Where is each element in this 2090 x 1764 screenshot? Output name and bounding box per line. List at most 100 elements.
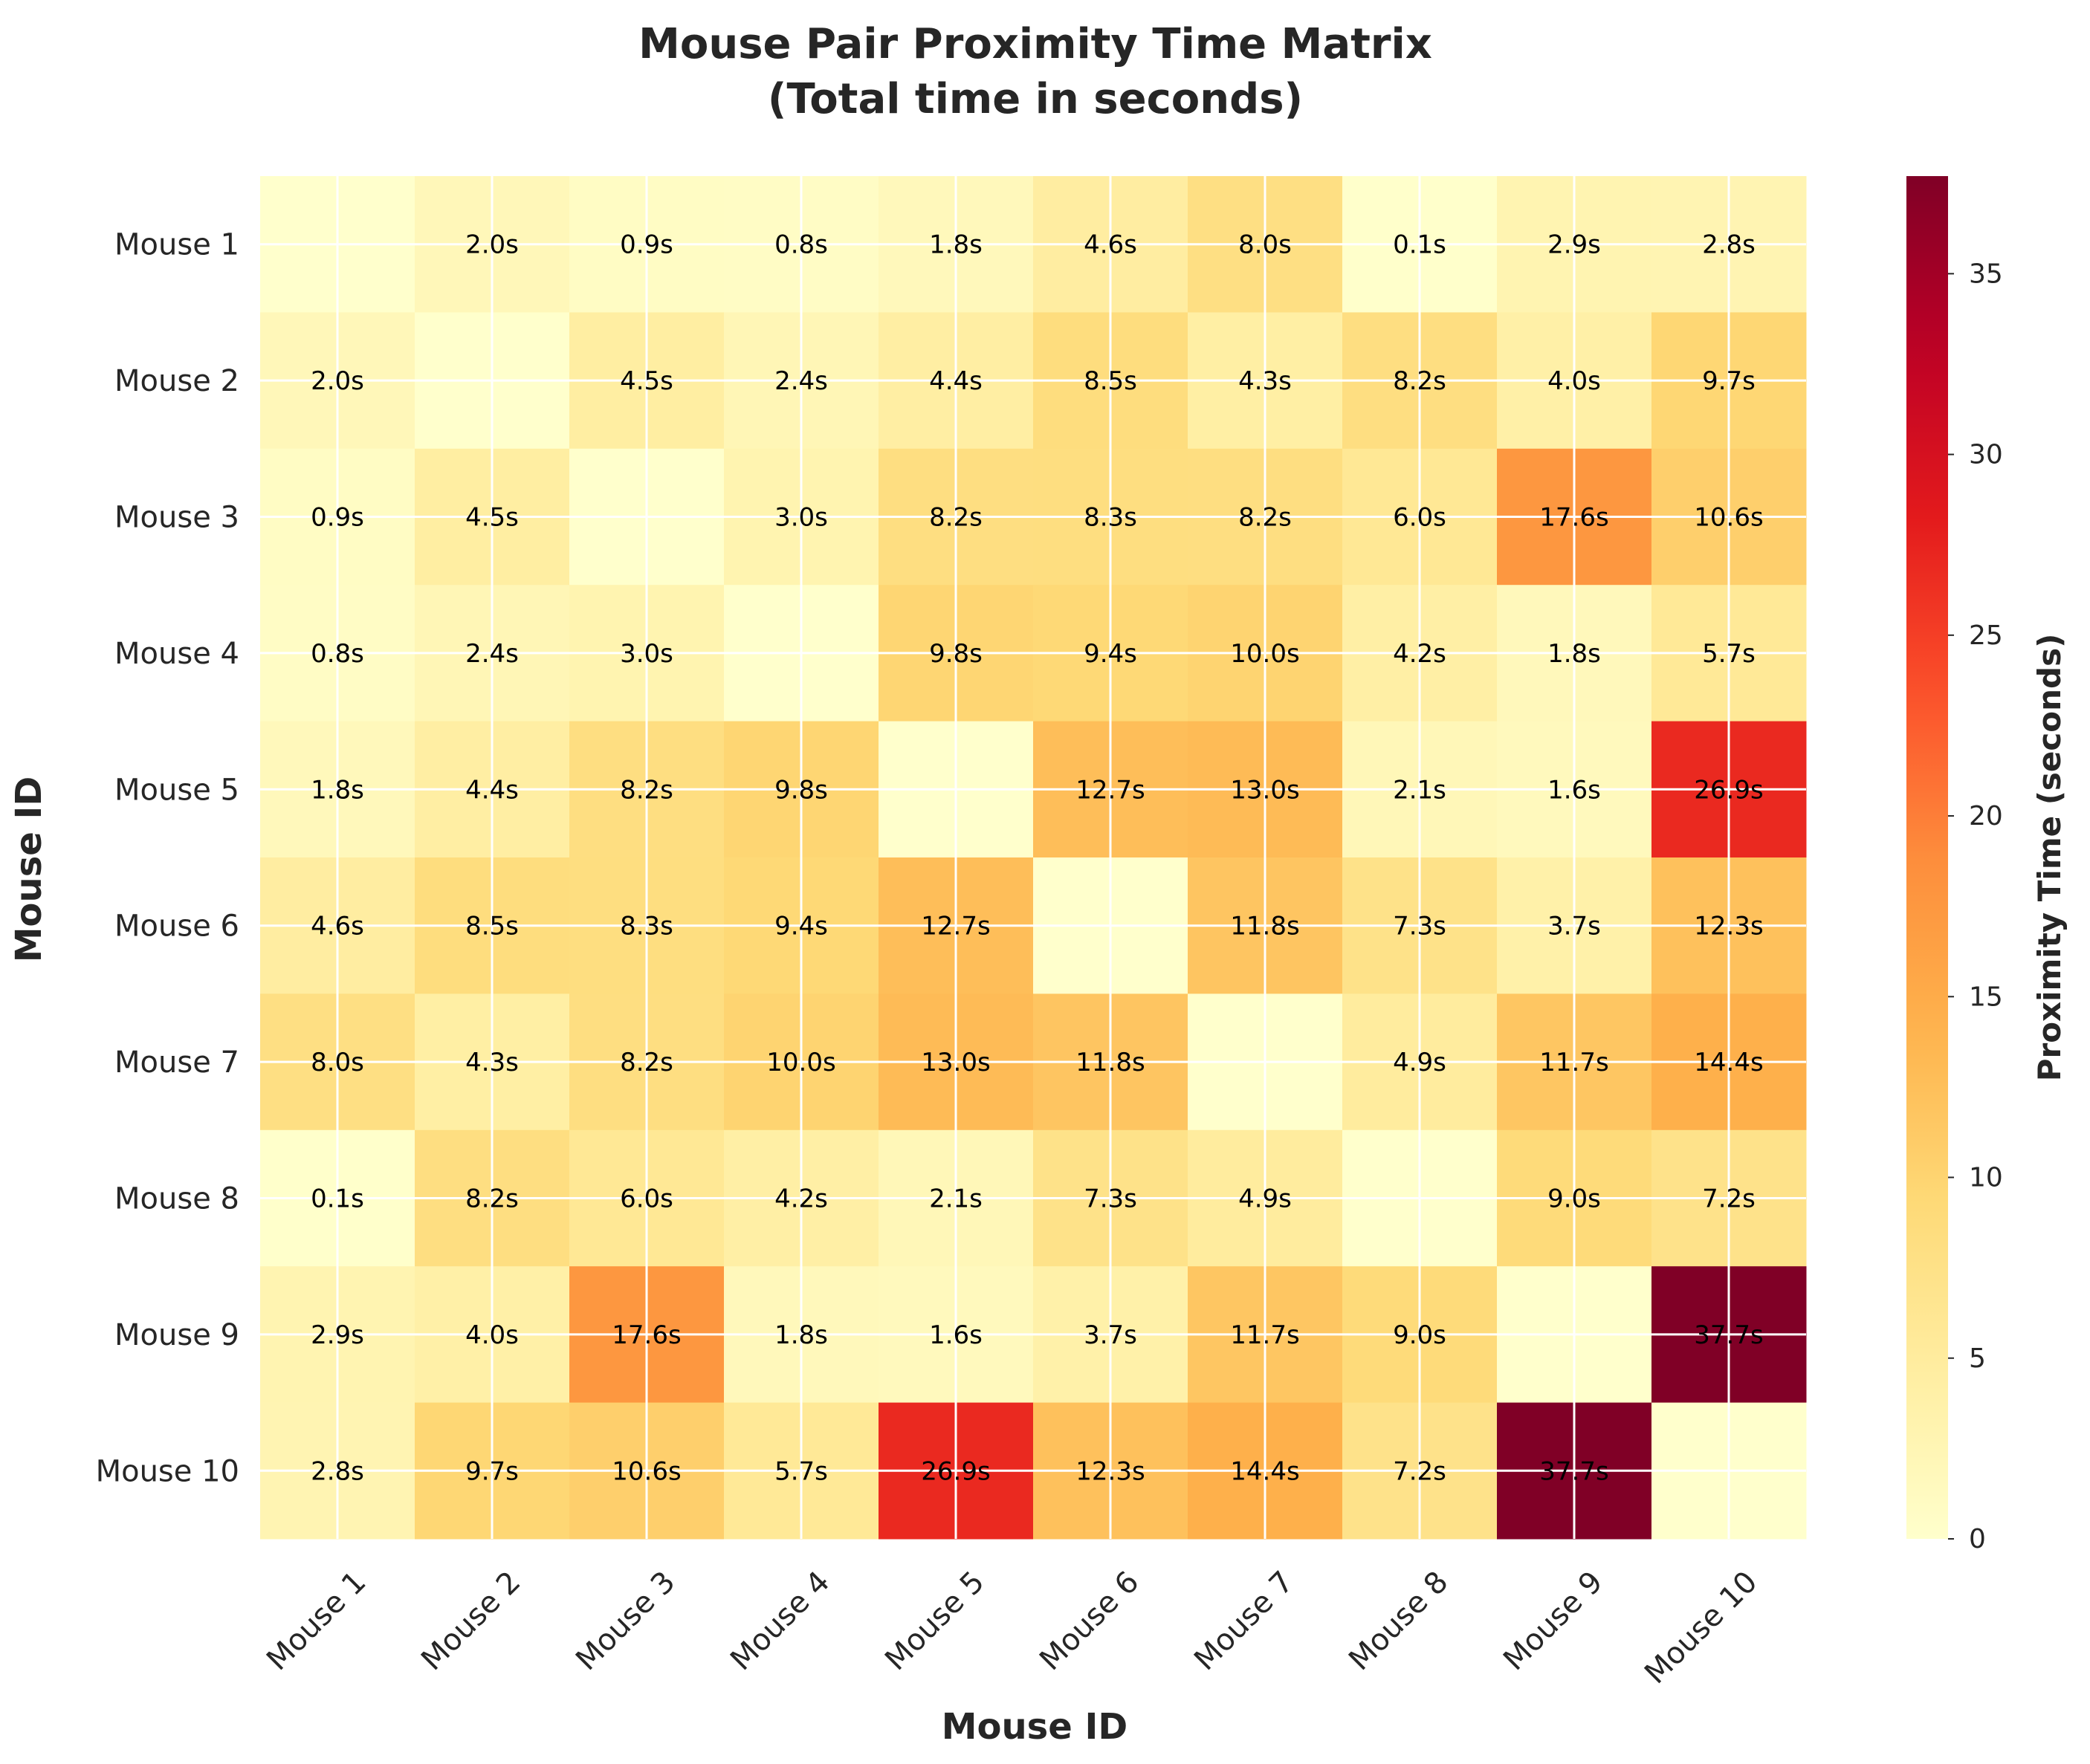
x-tick-label: Mouse 4 (724, 1565, 836, 1677)
cell-value-label: 9.7s (1702, 366, 1756, 396)
cell-value-label: 2.1s (929, 1184, 983, 1214)
cell-value-label: 4.6s (311, 912, 364, 941)
y-tick-label: Mouse 8 (114, 1182, 239, 1216)
cell-value-label: 8.2s (1238, 503, 1292, 533)
cell-value-label: 17.6s (1539, 503, 1608, 533)
y-axis-label: Mouse ID (8, 776, 50, 962)
cell-value-label: 4.5s (465, 503, 519, 533)
cell-value-label: 8.0s (1238, 230, 1292, 260)
cell-value-label: 12.3s (1075, 1456, 1145, 1486)
colorbar-tick-label: 35 (1969, 259, 2003, 289)
cell-value-label: 4.0s (465, 1320, 519, 1350)
cell-value-label: 5.7s (1702, 639, 1756, 669)
cell-value-label: 8.2s (929, 503, 983, 533)
x-tick-label: Mouse 8 (1342, 1565, 1455, 1677)
cell-value-label: 1.6s (929, 1320, 983, 1350)
colorbar-ticks: 0 5 10 15 20 25 30 35 (1948, 259, 2003, 1554)
cell-value-label: 1.8s (311, 775, 364, 805)
cell-value-label: 2.4s (465, 639, 519, 669)
x-tick-labels: Mouse 1 Mouse 2 Mouse 3 Mouse 4 Mouse 5 Mouse… (260, 1565, 1764, 1690)
cell-value-label: 6.0s (620, 1184, 673, 1214)
x-tick-label: Mouse 2 (415, 1565, 527, 1677)
colorbar-label: Proximity Time (seconds) (2031, 634, 2068, 1082)
cell-value-label: 4.4s (929, 366, 983, 396)
cell-value-label: 8.5s (465, 912, 519, 941)
cell-value-label: 9.4s (774, 912, 828, 941)
cell-value-label: 9.8s (774, 775, 828, 805)
cell-value-label: 26.9s (1694, 775, 1763, 805)
cell-value-label: 3.7s (1084, 1320, 1137, 1350)
cell-value-label: 7.3s (1393, 912, 1446, 941)
cell-value-label: 6.0s (1393, 503, 1446, 533)
cell-value-label: 4.3s (1238, 366, 1292, 396)
cell-value-label: 4.9s (1238, 1184, 1292, 1214)
x-tick-label: Mouse 7 (1188, 1565, 1300, 1677)
colorbar (1906, 176, 1948, 1539)
colorbar-tick-label: 15 (1969, 982, 2003, 1012)
x-tick-label: Mouse 6 (1033, 1565, 1145, 1677)
cell-value-label: 11.8s (1075, 1048, 1145, 1077)
y-tick-labels: Mouse 1 Mouse 2 Mouse 3 Mouse 4 Mouse 5 Mouse… (96, 228, 239, 1489)
x-tick-label: Mouse 9 (1497, 1565, 1609, 1677)
colorbar-tick-label: 0 (1969, 1524, 1986, 1554)
cell-value-label: 2.9s (311, 1320, 364, 1350)
cell-value-label: 8.5s (1084, 366, 1137, 396)
y-tick-label: Mouse 7 (114, 1045, 239, 1080)
cell-value-label: 13.0s (921, 1048, 990, 1077)
cell-value-label: 14.4s (1694, 1048, 1763, 1077)
colorbar-tick-label: 20 (1969, 801, 2003, 831)
cell-value-label: 2.9s (1547, 230, 1601, 260)
cell-value-label: 11.7s (1230, 1320, 1299, 1350)
cell-value-label: 17.6s (612, 1320, 681, 1350)
colorbar-tick-label: 5 (1969, 1343, 1986, 1374)
cell-value-label: 7.2s (1393, 1456, 1446, 1486)
cell-value-label: 2.0s (465, 230, 519, 260)
cell-value-label: 4.2s (774, 1184, 828, 1214)
y-tick-label: Mouse 10 (96, 1454, 239, 1488)
cell-value-label: 0.8s (311, 639, 364, 669)
cell-value-label: 10.6s (612, 1456, 681, 1486)
cell-value-label: 1.8s (929, 230, 983, 260)
chart-title-line-2: (Total time in seconds) (768, 75, 1303, 123)
y-tick-label: Mouse 6 (114, 909, 239, 944)
cell-value-label: 9.4s (1084, 639, 1137, 669)
cell-value-label: 8.0s (311, 1048, 364, 1077)
cell-value-label: 4.4s (465, 775, 519, 805)
cell-value-label: 8.2s (1393, 366, 1446, 396)
colorbar-tick-label: 10 (1969, 1163, 2003, 1193)
cell-value-label: 5.7s (774, 1456, 828, 1486)
cell-value-label: 2.8s (311, 1456, 364, 1486)
y-tick-label: Mouse 4 (114, 637, 239, 671)
cell-value-label: 9.0s (1547, 1184, 1601, 1214)
cell-value-label: 0.1s (1393, 230, 1446, 260)
cell-value-label: 3.0s (774, 503, 828, 533)
cell-value-label: 4.3s (465, 1048, 519, 1077)
cell-value-label: 14.4s (1230, 1456, 1299, 1486)
heatmap-cell-labels: 2.0s 0.9s 0.8s 1.8s 4.6s 8.0s 0.1s 2.9s 2.8s 2.0s… (311, 230, 1764, 1487)
cell-value-label: 13.0s (1230, 775, 1299, 805)
cell-value-label: 8.2s (620, 775, 673, 805)
cell-value-label: 10.0s (766, 1048, 835, 1077)
cell-value-label: 9.0s (1393, 1320, 1446, 1350)
cell-value-label: 12.7s (921, 912, 990, 941)
cell-value-label: 1.8s (774, 1320, 828, 1350)
cell-value-label: 3.7s (1547, 912, 1601, 941)
cell-value-label: 7.2s (1702, 1184, 1756, 1214)
cell-value-label: 12.7s (1075, 775, 1145, 805)
cell-value-label: 37.7s (1539, 1456, 1608, 1486)
cell-value-label: 1.6s (1547, 775, 1601, 805)
x-tick-label: Mouse 3 (569, 1565, 682, 1677)
cell-value-label: 2.8s (1702, 230, 1756, 260)
x-axis-label: Mouse ID (942, 1706, 1128, 1748)
cell-value-label: 4.2s (1393, 639, 1446, 669)
cell-value-label: 9.7s (465, 1456, 519, 1486)
x-tick-label: Mouse 10 (1638, 1565, 1764, 1690)
cell-value-label: 2.1s (1393, 775, 1446, 805)
cell-value-label: 9.8s (929, 639, 983, 669)
cell-value-label: 4.0s (1547, 366, 1601, 396)
x-tick-label: Mouse 5 (879, 1565, 991, 1677)
cell-value-label: 11.7s (1539, 1048, 1608, 1077)
cell-value-label: 12.3s (1694, 912, 1763, 941)
cell-value-label: 26.9s (921, 1456, 990, 1486)
